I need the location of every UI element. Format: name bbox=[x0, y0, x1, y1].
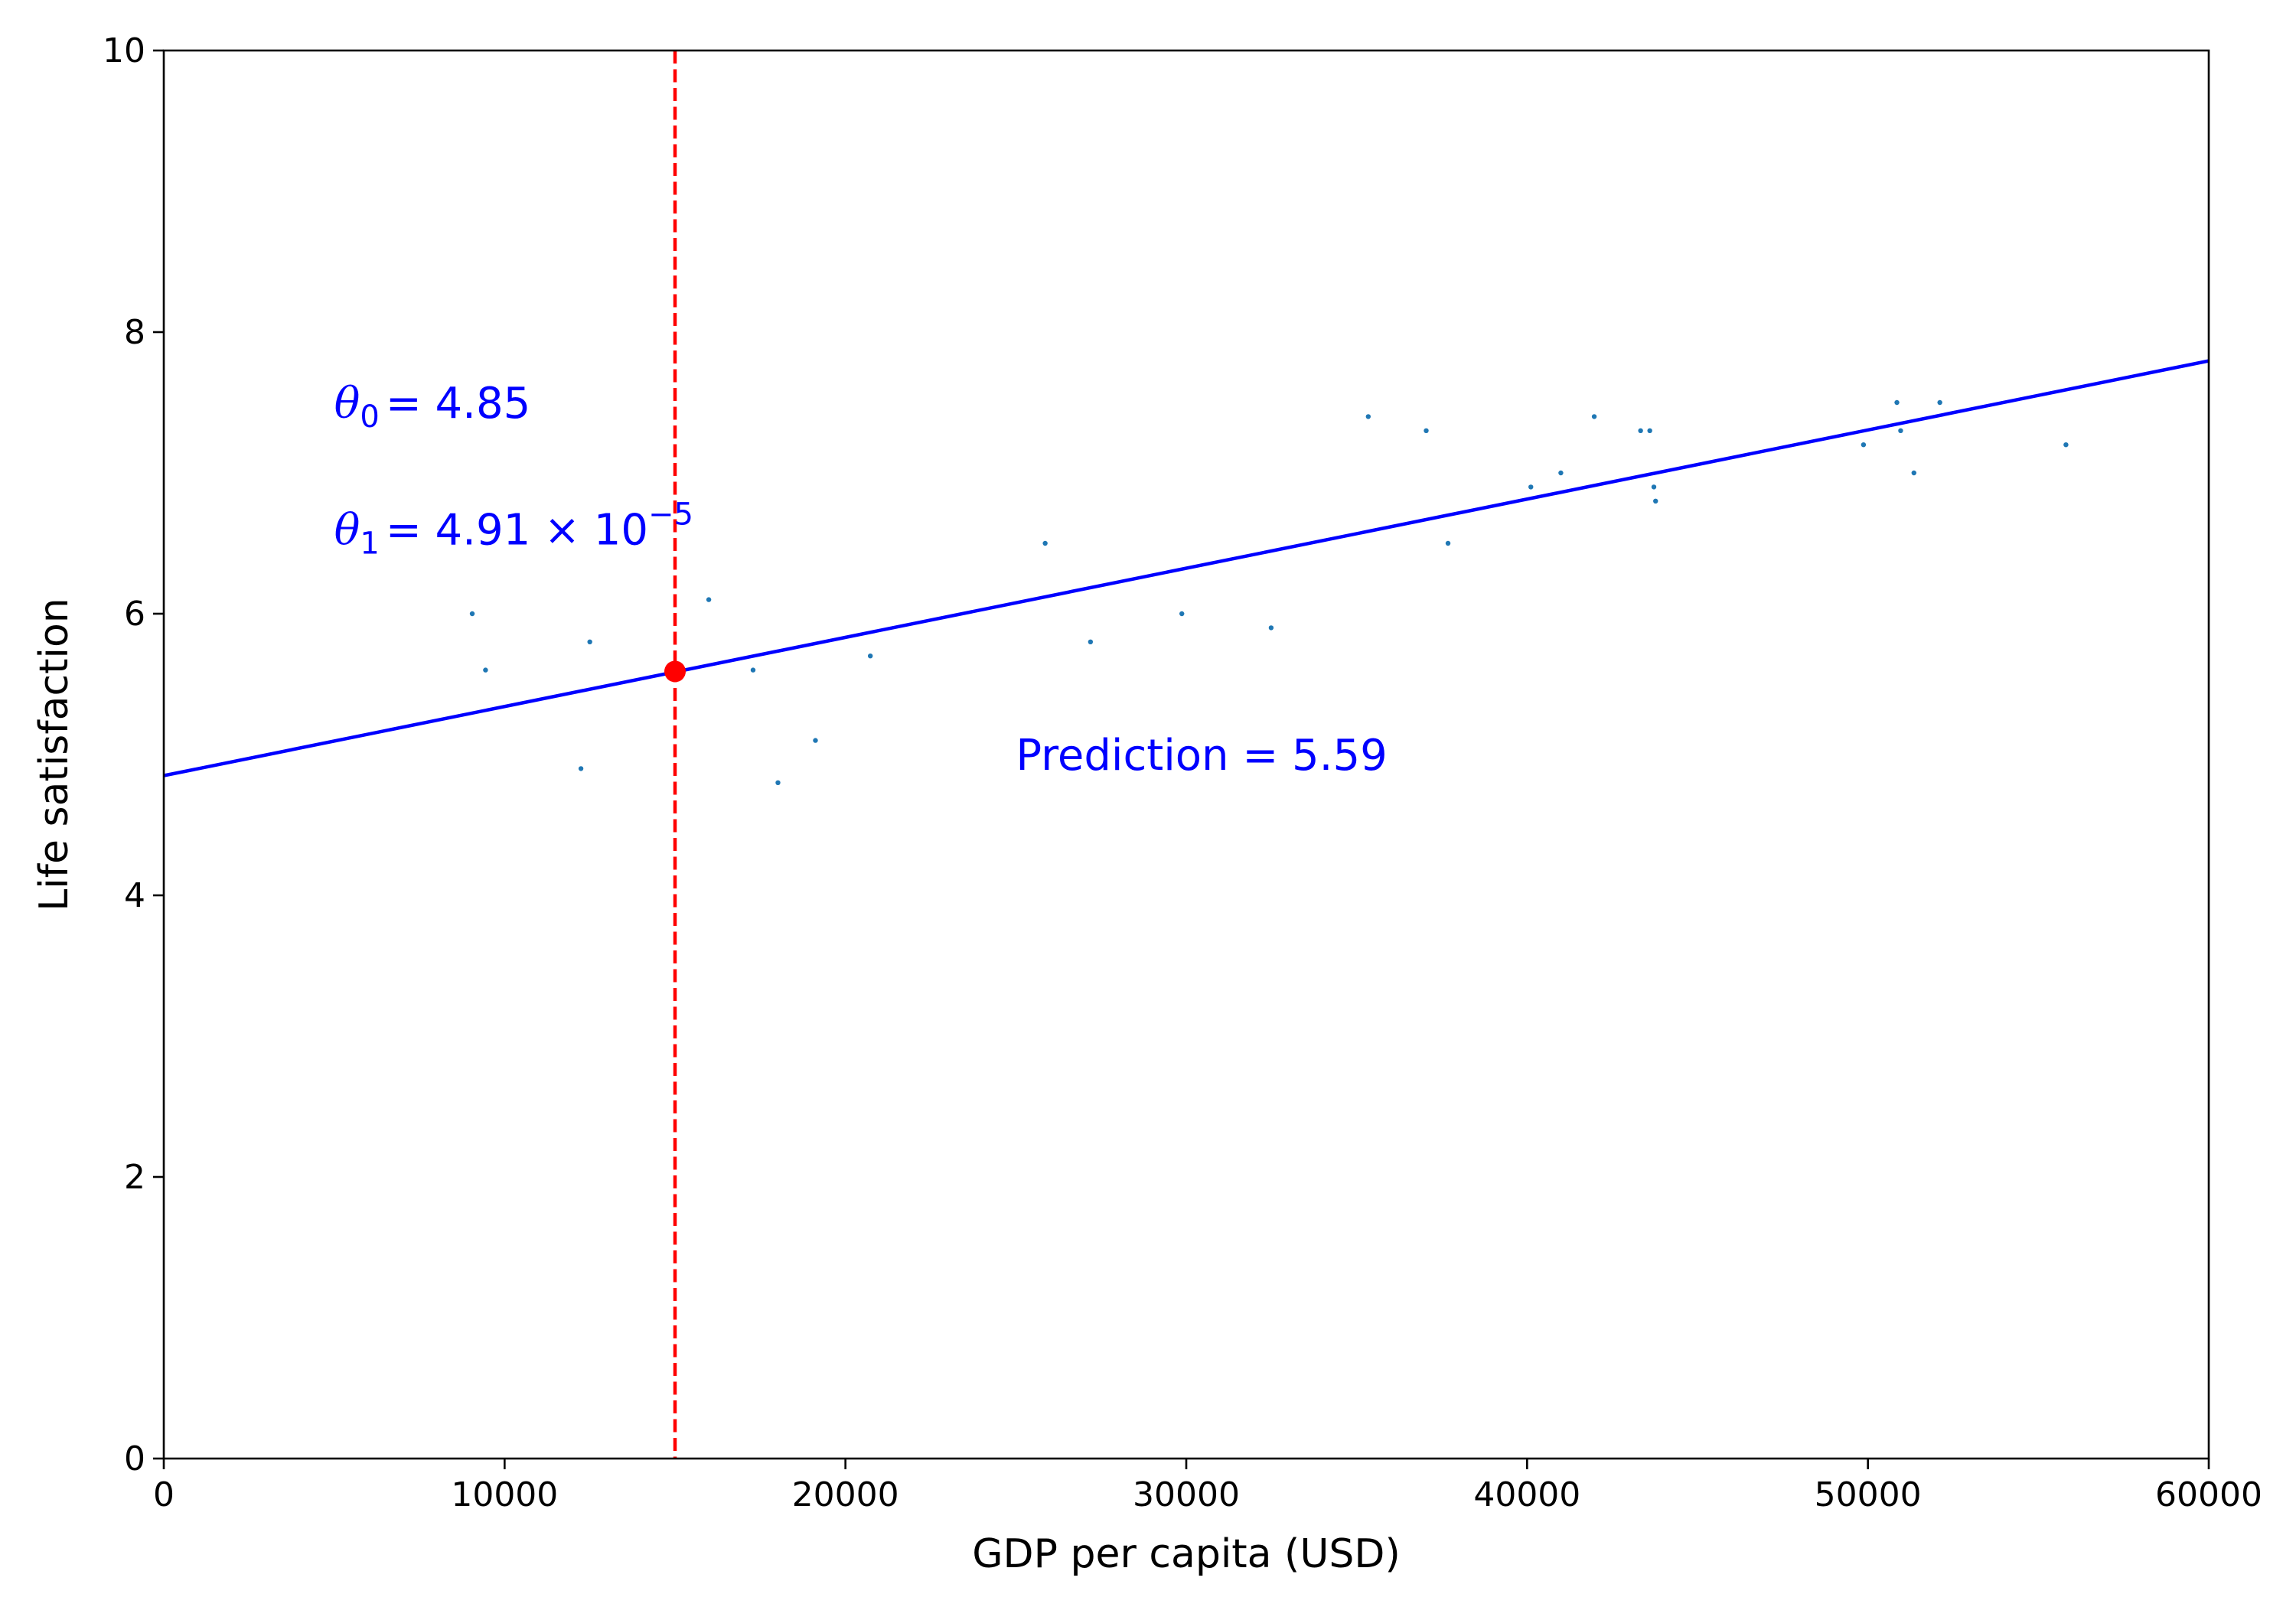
data-point bbox=[1898, 428, 1903, 433]
data-point bbox=[1894, 399, 1900, 406]
theta1-symbol: θ bbox=[334, 506, 360, 556]
prediction-point bbox=[664, 660, 686, 683]
data-point bbox=[1653, 498, 1658, 504]
data-point bbox=[1638, 428, 1643, 433]
data-point bbox=[1179, 611, 1185, 617]
data-point bbox=[2063, 442, 2069, 448]
data-point bbox=[469, 611, 475, 617]
data-point bbox=[1937, 399, 1942, 406]
theta0-annotation: θ0 = 4.85 bbox=[334, 379, 531, 435]
data-point bbox=[1558, 470, 1564, 476]
x-tick-label: 50000 bbox=[1815, 1475, 1922, 1514]
data-point bbox=[1647, 428, 1652, 433]
theta1-exponent: −5 bbox=[648, 497, 693, 533]
theta1-annotation: θ1 = 4.91 × 10−5 bbox=[334, 497, 693, 562]
x-tick-label: 60000 bbox=[2155, 1475, 2262, 1514]
x-tick-label: 0 bbox=[153, 1475, 174, 1514]
data-point bbox=[750, 667, 756, 673]
data-point bbox=[1365, 414, 1371, 419]
y-axis-label: Life satisfaction bbox=[31, 598, 77, 911]
prediction-annotation: Prediction = 5.59 bbox=[1016, 731, 1387, 781]
theta1-value: = 4.91 × 10 bbox=[386, 506, 648, 556]
y-tick-label: 8 bbox=[124, 313, 145, 352]
y-tick-label: 0 bbox=[124, 1439, 145, 1478]
data-point bbox=[587, 639, 592, 644]
x-tick-label: 40000 bbox=[1473, 1475, 1580, 1514]
theta0-symbol: θ bbox=[334, 379, 360, 429]
data-point bbox=[1268, 625, 1274, 631]
data-point bbox=[1591, 414, 1597, 419]
data-point bbox=[1861, 442, 1867, 448]
x-tick-label: 20000 bbox=[792, 1475, 899, 1514]
data-point bbox=[483, 667, 488, 673]
data-point bbox=[775, 780, 781, 785]
data-point bbox=[1445, 540, 1451, 546]
regression-line bbox=[164, 359, 2209, 777]
x-tick-label: 30000 bbox=[1133, 1475, 1240, 1514]
y-tick-label: 2 bbox=[124, 1158, 145, 1197]
data-point bbox=[1042, 540, 1048, 546]
y-tick-label: 4 bbox=[124, 876, 145, 915]
data-point bbox=[867, 654, 873, 659]
y-tick-label: 6 bbox=[124, 595, 145, 634]
y-tick-label: 10 bbox=[103, 31, 145, 70]
data-layer bbox=[164, 51, 2209, 1459]
data-point bbox=[578, 766, 584, 771]
x-axis-label: GDP per capita (USD) bbox=[972, 1531, 1401, 1577]
data-point bbox=[1911, 470, 1916, 476]
x-tick-label: 10000 bbox=[451, 1475, 558, 1514]
theta0-value: = 4.85 bbox=[386, 379, 530, 429]
data-point bbox=[1424, 428, 1429, 433]
theta1-subscript: 1 bbox=[360, 526, 379, 562]
data-point bbox=[1088, 639, 1094, 644]
data-point bbox=[1528, 484, 1534, 490]
data-point bbox=[813, 738, 818, 743]
data-point bbox=[1651, 484, 1657, 490]
data-point bbox=[706, 597, 712, 602]
theta0-subscript: 0 bbox=[360, 399, 379, 435]
